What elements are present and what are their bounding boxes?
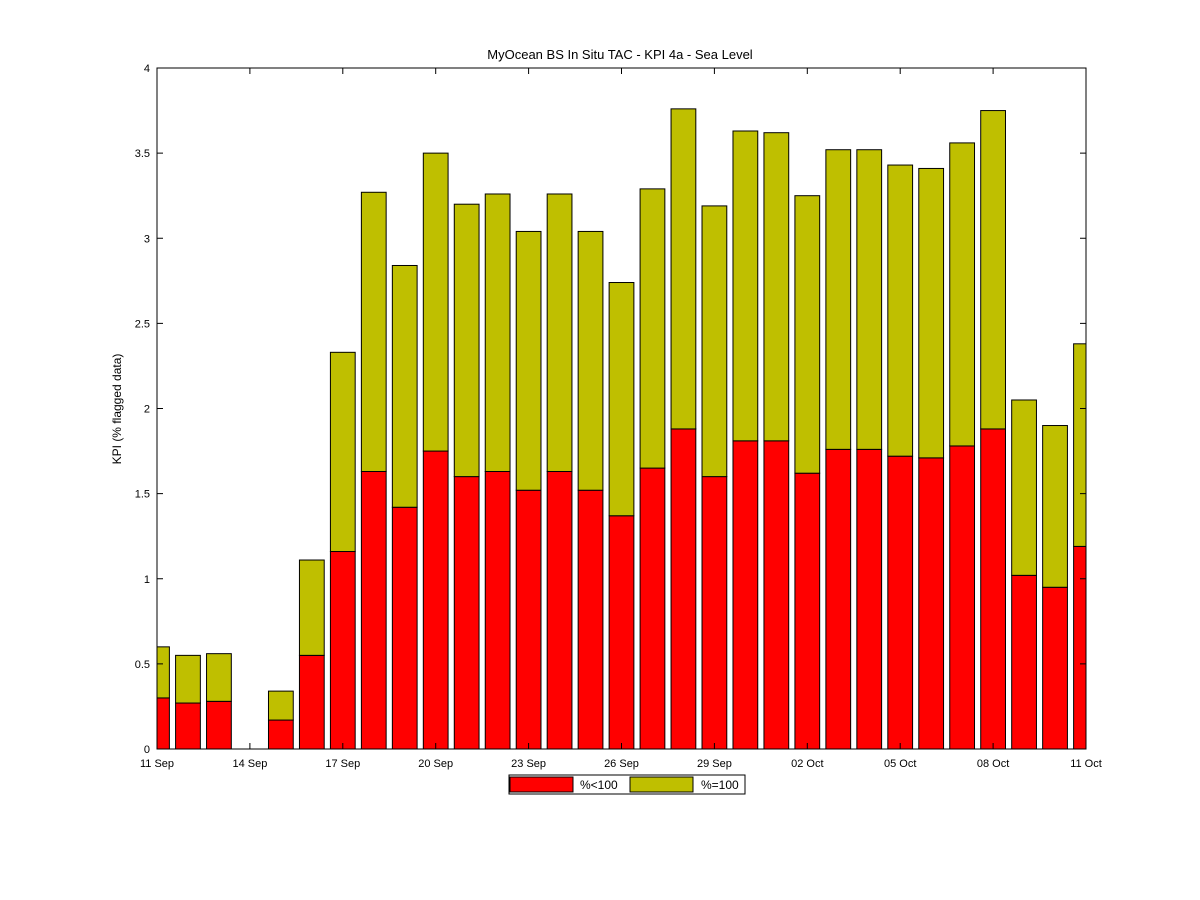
bar-below-100 [453, 476, 480, 749]
legend-label-equal-100: %=100 [701, 778, 739, 792]
bar-below-100 [856, 448, 883, 749]
bar-equal-100 [329, 351, 356, 553]
bar-equal-100 [701, 205, 728, 478]
x-tick-label: 11 Oct [1070, 758, 1102, 770]
bar-below-100 [515, 489, 542, 749]
bar-equal-100 [515, 230, 542, 491]
y-tick-label: 3 [144, 233, 150, 245]
bar-equal-100 [422, 152, 449, 452]
bar-below-100 [918, 457, 945, 749]
bar-below-100 [1011, 574, 1037, 749]
bar-equal-100 [794, 195, 821, 474]
x-tick-label: 23 Sep [511, 758, 546, 770]
y-tick-label: 0 [144, 744, 150, 756]
legend-label-below-100: %<100 [580, 778, 618, 792]
bar-equal-100 [484, 193, 511, 472]
bar-below-100 [391, 506, 418, 749]
x-tick-label: 14 Sep [232, 758, 267, 770]
bar-equal-100 [206, 653, 232, 702]
bar-equal-100 [577, 230, 604, 491]
bar-equal-100 [763, 132, 790, 442]
bar-below-100 [639, 467, 666, 749]
bar-below-100 [360, 470, 387, 749]
bar-equal-100 [856, 149, 883, 450]
legend-swatch-below-100 [509, 776, 574, 793]
bar-equal-100 [732, 130, 759, 442]
bar-below-100 [175, 702, 201, 749]
y-tick-label: 3.5 [135, 148, 150, 160]
x-tick-label: 08 Oct [977, 758, 1009, 770]
y-tick-label: 0.5 [135, 659, 150, 671]
legend-swatch-equal-100 [629, 776, 694, 793]
bar-below-100 [794, 472, 821, 749]
bar-equal-100 [391, 264, 418, 508]
bar-below-100 [763, 440, 790, 749]
bar-below-100 [298, 654, 325, 749]
bar-below-100 [577, 489, 604, 749]
bar-equal-100 [918, 167, 945, 459]
bar-below-100 [329, 551, 356, 749]
bar-equal-100 [949, 142, 976, 447]
bar-below-100 [484, 470, 511, 749]
y-axis-label: KPI (% flagged data) [110, 354, 124, 465]
x-tick-label: 26 Sep [604, 758, 639, 770]
bar-below-100 [206, 700, 232, 749]
legend: %<100 %=100 [508, 774, 746, 795]
x-tick-label: 02 Oct [791, 758, 823, 770]
bar-equal-100 [887, 164, 914, 457]
bar-equal-100 [546, 193, 573, 472]
x-tick-label: 11 Sep [140, 758, 174, 770]
axis-ticks: 0 0.5 1 1.5 2 2.5 3 3.5 4 11 Sep 14 Sep 17 Sep 20 Se… [135, 63, 1102, 770]
bars-group [157, 108, 1086, 749]
bar-equal-100 [175, 654, 201, 704]
bar-equal-100 [1011, 399, 1037, 576]
bar-below-100 [887, 455, 914, 749]
bar-below-100 [949, 445, 976, 749]
bar-equal-100 [825, 149, 852, 450]
bar-below-100 [980, 428, 1006, 749]
y-tick-label: 1.5 [135, 489, 150, 501]
bar-equal-100 [1042, 425, 1068, 588]
x-tick-label: 29 Sep [697, 758, 732, 770]
y-tick-label: 2.5 [135, 318, 150, 330]
bar-below-100 [825, 448, 852, 749]
y-tick-label: 4 [144, 63, 150, 75]
bar-below-100 [1042, 586, 1068, 749]
x-tick-label: 20 Sep [418, 758, 453, 770]
bar-below-100 [670, 428, 697, 749]
x-tick-label: 17 Sep [325, 758, 360, 770]
bar-equal-100 [298, 559, 325, 656]
bar-equal-100 [360, 191, 387, 472]
bar-equal-100 [980, 110, 1006, 430]
chart-title: MyOcean BS In Situ TAC - KPI 4a - Sea Le… [487, 47, 753, 62]
bar-below-100 [267, 719, 294, 749]
bar-below-100 [422, 450, 449, 749]
bar-equal-100 [157, 646, 170, 699]
bar-equal-100 [639, 188, 666, 469]
bar-below-100 [546, 470, 573, 749]
y-tick-label: 2 [144, 404, 150, 416]
bar-equal-100 [670, 108, 697, 430]
bar-below-100 [732, 440, 759, 749]
bar-equal-100 [267, 690, 294, 721]
bar-below-100 [701, 476, 728, 749]
bar-below-100 [157, 697, 170, 749]
bar-equal-100 [608, 282, 635, 517]
y-tick-label: 1 [144, 574, 150, 586]
x-tick-label: 05 Oct [884, 758, 916, 770]
bar-equal-100 [453, 203, 480, 478]
bar-below-100 [608, 515, 635, 749]
